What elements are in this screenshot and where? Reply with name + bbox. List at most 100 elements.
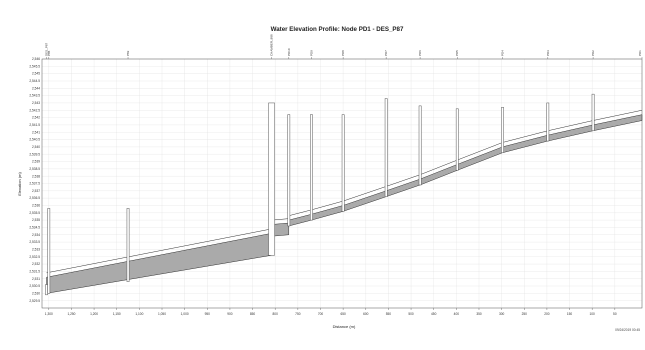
y-tick-label: 2,532.5 — [29, 255, 40, 259]
timestamp: 09/24/2019 00:45 — [615, 328, 640, 332]
y-tick-label: 2,539 — [32, 160, 40, 164]
y-tick-label: 2,536 — [32, 204, 40, 208]
node-structure — [268, 102, 275, 256]
x-tick-label: 550 — [386, 312, 392, 316]
pipe-crown-line — [311, 200, 344, 211]
y-tick-label: 2,543.5 — [29, 94, 40, 98]
y-tick-label: 2,537.5 — [29, 182, 40, 186]
node-label: PD1 — [638, 50, 642, 56]
x-tick-label: 50 — [613, 312, 617, 316]
pipe-crown-line — [457, 142, 503, 161]
pipe-lines-layer — [46, 110, 643, 274]
x-tick-label: 900 — [227, 312, 233, 316]
x-tick-label: 700 — [318, 312, 324, 316]
x-tick-label: 750 — [295, 312, 301, 316]
node-structure — [501, 107, 504, 153]
node-label: PD3 — [546, 50, 550, 56]
y-tick-label: 2,538.5 — [29, 167, 40, 171]
water-fill-layer — [46, 114, 643, 294]
x-tick-label: 950 — [205, 312, 211, 316]
x-tick-label: 600 — [363, 312, 369, 316]
x-axis-label: Distance (m) — [333, 324, 356, 329]
node-label: PD2 — [591, 50, 595, 56]
x-tick-label: 1,100 — [135, 312, 143, 316]
node-structure — [126, 208, 130, 282]
node-label: P85 — [47, 50, 51, 56]
x-tick-label: 100 — [590, 312, 596, 316]
y-tick-label: 2,531 — [32, 277, 40, 281]
y-tick-label: 2,530 — [32, 291, 40, 295]
y-tick-label: 2,535 — [32, 218, 40, 222]
x-tick-label: 800 — [273, 312, 279, 316]
x-tick-label: 150 — [567, 312, 573, 316]
y-tick-label: 2,541.5 — [29, 123, 40, 127]
node-structure — [310, 114, 313, 221]
y-tick-label: 2,529.5 — [29, 299, 40, 303]
x-tick-label: 300 — [499, 312, 505, 316]
node-structure — [591, 93, 595, 132]
node-label: CHAMBER_888 — [270, 34, 274, 56]
pipe-crown-line — [343, 186, 387, 202]
y-tick-label: 2,545.5 — [29, 64, 40, 68]
y-tick-label: 2,530.5 — [29, 284, 40, 288]
x-tick-label: 1,200 — [90, 312, 98, 316]
node-label: PD7 — [384, 50, 388, 56]
node-label: PD4 — [501, 50, 505, 56]
chart-title: Water Elevation Profile: Node PD1 - DES_… — [271, 26, 404, 33]
node-structure — [47, 208, 51, 294]
x-tick-label: 1,250 — [67, 312, 75, 316]
y-axis-label: Elevation (m) — [17, 172, 22, 196]
node-label: PD9 — [309, 50, 313, 56]
pipe-crown-line — [502, 130, 548, 143]
y-tick-label: 2,538 — [32, 174, 40, 178]
y-tick-label: 2,540 — [32, 145, 40, 149]
node-label: PD6 — [418, 50, 422, 56]
y-tick-label: 2,540.5 — [29, 138, 40, 142]
y-tick-label: 2,542 — [32, 116, 40, 120]
y-tick-label: 2,536.5 — [29, 196, 40, 200]
y-tick-label: 2,541 — [32, 130, 40, 134]
x-tick-label: 450 — [431, 312, 437, 316]
node-label: PD5 — [455, 50, 459, 56]
x-tick-label: 1,000 — [181, 312, 189, 316]
y-axis-ticks: 2,529.5 2,530 2,530.5 2,531 2,531.5 2,532 2,53… — [29, 57, 40, 303]
node-structure — [546, 102, 550, 142]
node-structure — [418, 105, 422, 186]
y-tick-label: 2,543 — [32, 101, 40, 105]
x-tick-label: 350 — [476, 312, 482, 316]
x-tick-label: 850 — [250, 312, 256, 316]
x-tick-label: 650 — [340, 312, 346, 316]
node-structures-layer — [45, 93, 595, 296]
y-tick-label: 2,544 — [32, 86, 40, 90]
node-label: PD10 — [287, 48, 291, 56]
pipe-crown-line — [288, 209, 312, 216]
x-axis-ticks: 1,300 1,250 1,200 1,150 1,100 1,050 1,000 950 90… — [45, 308, 617, 316]
x-tick-label: 1,300 — [45, 312, 53, 316]
y-tick-label: 2,532 — [32, 262, 40, 266]
y-tick-label: 2,542.5 — [29, 108, 40, 112]
x-tick-label: 1,150 — [113, 312, 121, 316]
y-tick-label: 2,544.5 — [29, 79, 40, 83]
plot-frame — [41, 58, 643, 309]
pipe-crown-line — [547, 120, 594, 132]
x-tick-label: 250 — [522, 312, 528, 316]
node-structure — [45, 284, 48, 296]
y-tick-label: 2,534 — [32, 233, 40, 237]
y-tick-label: 2,535.5 — [29, 211, 40, 215]
pipe-crown-line — [46, 228, 272, 274]
node-structure — [287, 114, 291, 227]
y-tick-label: 2,537 — [32, 189, 40, 193]
x-tick-label: 1,050 — [158, 312, 166, 316]
node-structure — [384, 98, 388, 197]
y-tick-label: 2,534.5 — [29, 226, 40, 230]
node-structure — [341, 114, 345, 212]
pipe-crown-line — [593, 110, 643, 121]
node-label: PD8 — [341, 50, 345, 56]
y-tick-label: 2,533 — [32, 248, 40, 252]
node-label: DES_P87 — [45, 42, 49, 56]
y-tick-label: 2,531.5 — [29, 269, 40, 273]
x-tick-label: 500 — [408, 312, 414, 316]
